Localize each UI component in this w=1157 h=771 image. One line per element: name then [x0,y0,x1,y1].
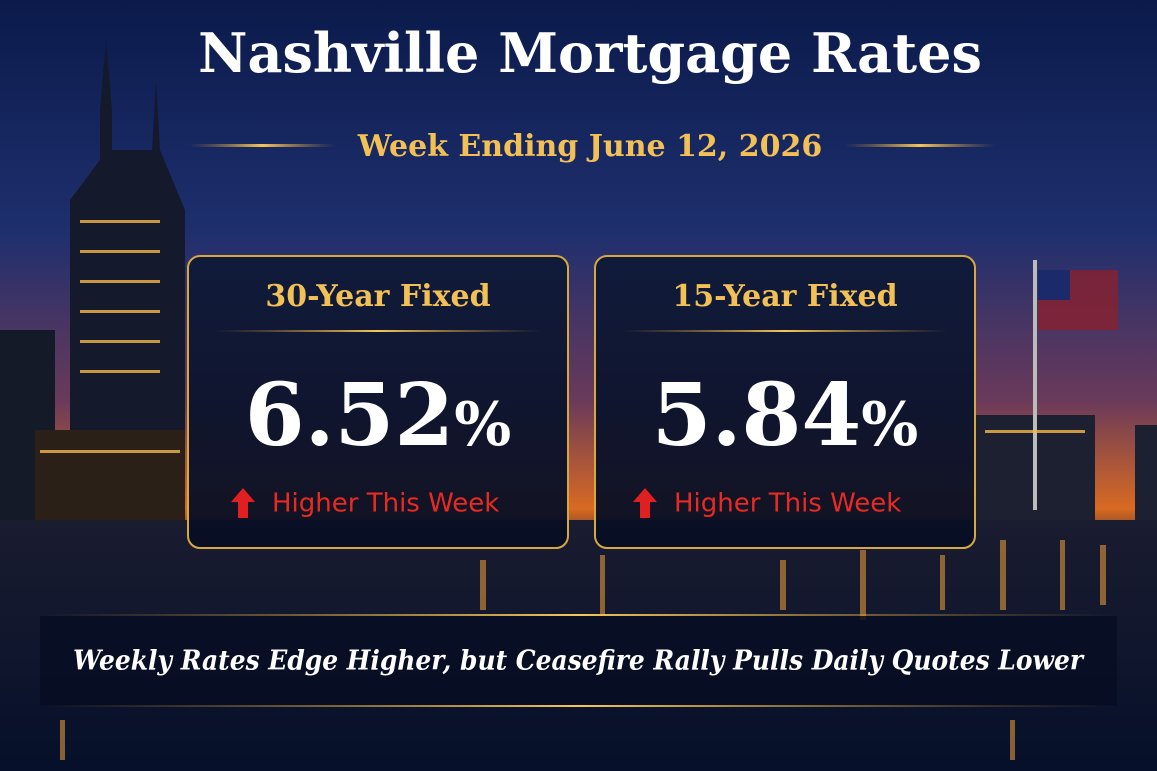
rule [845,144,995,147]
card-label: 15-Year Fixed [672,279,897,314]
rate-card: 30-Year Fixed 6.52% Higher This Week [187,255,569,549]
trend: Higher This Week [674,489,901,519]
rate: 6.52% [245,365,511,466]
trend: Higher This Week [272,489,499,519]
footer-banner: Weekly Rates Edge Higher, but Ceasefire … [40,614,1117,707]
card-label: 30-Year Fixed [265,279,490,314]
rule [190,144,335,147]
up-arrow [633,488,657,518]
rate-value: 5.84 [652,365,861,466]
headline: Weekly Rates Edge Higher, but Ceasefire … [73,646,1085,677]
up-arrow [231,488,255,518]
rate-unit: % [861,390,918,460]
rate-unit: % [454,390,511,460]
rate: 5.84% [652,365,918,466]
subtitle: Week Ending June 12, 2026 [357,129,822,164]
rate-card: 15-Year Fixed 5.84% Higher This Week [594,255,976,549]
title: Nashville Mortgage Rates [198,21,982,85]
rate-value: 6.52 [245,365,454,466]
